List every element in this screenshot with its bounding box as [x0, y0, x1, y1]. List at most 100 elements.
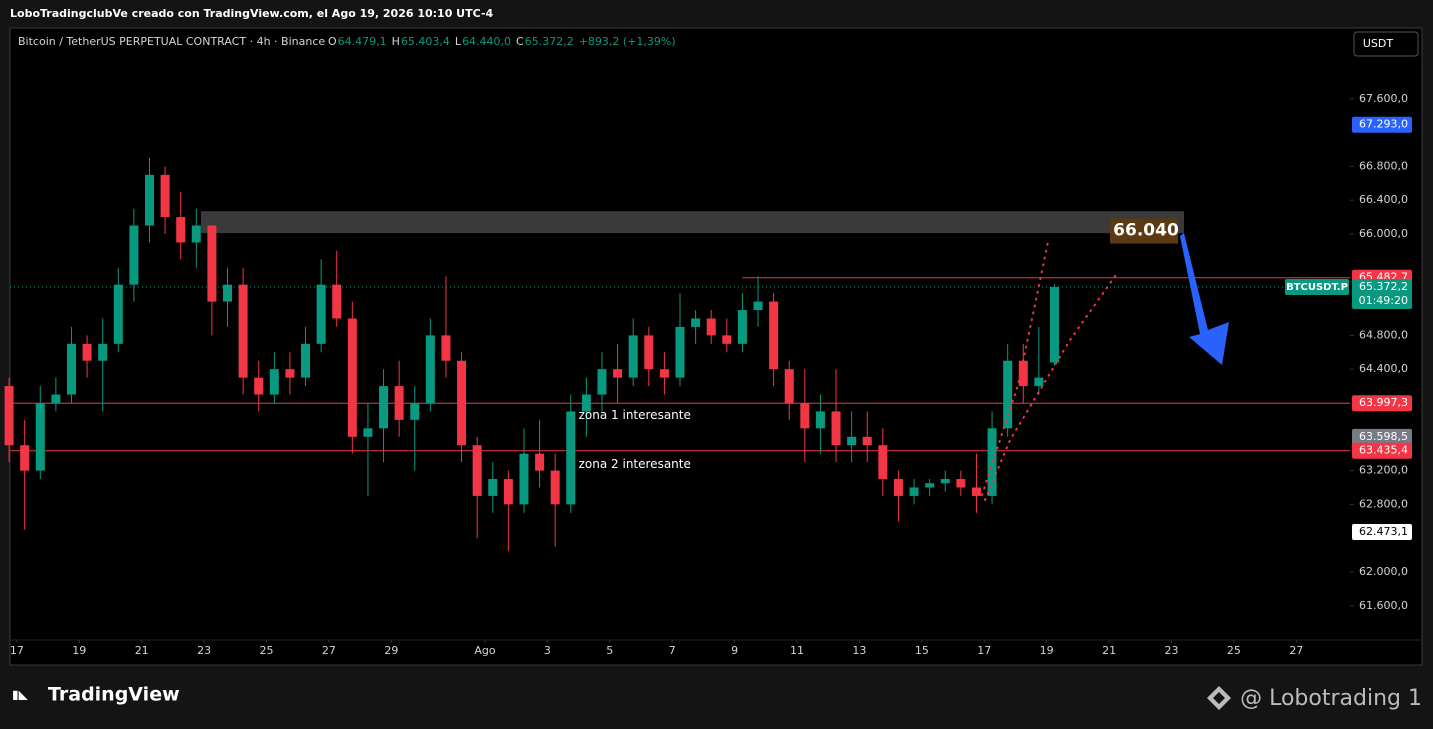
currency-button[interactable] [1353, 31, 1419, 57]
x-tick-label: 17 [10, 644, 24, 657]
candle-body [207, 225, 217, 302]
candle-body [909, 487, 919, 496]
x-tick-label: 29 [384, 644, 398, 657]
candle-body [628, 335, 638, 378]
attribution: LoboTradingclubVe creado con TradingView… [10, 7, 494, 20]
symbol-tag-box [1285, 279, 1349, 296]
candle-body [535, 453, 545, 471]
zone-tag-box [1109, 218, 1178, 244]
x-tick-label: 27 [1289, 644, 1303, 657]
price-label: 63.598,5 [1359, 430, 1408, 443]
price-label-box [1352, 395, 1412, 412]
candle-body [971, 487, 981, 496]
candle-body [1003, 360, 1013, 429]
y-tick-label: 66.400,0 [1359, 193, 1408, 206]
x-tick-label: 15 [915, 644, 929, 657]
candle-body [769, 301, 779, 370]
candle-body [800, 402, 810, 429]
candle-body [737, 310, 747, 344]
ohlc-key: H [392, 35, 400, 48]
candle-body [940, 479, 950, 484]
candle-body [893, 479, 903, 496]
candle-body [129, 225, 139, 285]
candle-body [394, 386, 404, 420]
zone-tag: 66.040 [1113, 221, 1179, 241]
candle-body [675, 326, 685, 378]
ohlc-value: 65.403,4 [401, 35, 450, 48]
candle-body [191, 225, 201, 243]
candle-body [519, 453, 529, 505]
candle-body [441, 335, 451, 361]
candle-body [176, 217, 186, 243]
candle-body [815, 411, 825, 429]
price-label-box [1352, 442, 1412, 459]
candle-body [566, 411, 576, 505]
candle-body [223, 284, 233, 302]
ohlc-change: +893,2 (+1,39%) [579, 35, 676, 48]
price-label-box [1352, 116, 1412, 133]
ohlc-key: O [328, 35, 337, 48]
candle-body [160, 174, 170, 218]
x-tick-label: 17 [977, 644, 991, 657]
price-label-box [1352, 279, 1412, 310]
candle-body [269, 369, 279, 395]
ohlc-legend: O 64.479,1 H 65.403,4 L 64.440,0 C 65.372,2 +893… [328, 35, 676, 48]
candle-body [51, 394, 61, 403]
x-tick-label: 3 [544, 644, 551, 657]
candle-body [254, 377, 264, 395]
currency[interactable]: USDT [1363, 37, 1394, 50]
candle-body [144, 174, 154, 226]
watermark-icon [1207, 686, 1231, 710]
x-tick-label: 23 [1164, 644, 1178, 657]
candle-body [301, 343, 311, 378]
y-tick-label: 62.800,0 [1359, 497, 1408, 510]
x-tick-label: Ago [474, 644, 496, 657]
price-label: 63.435,4 [1359, 444, 1408, 457]
candle-body [597, 369, 607, 395]
candle-body [82, 343, 92, 361]
x-tick-label: 23 [197, 644, 211, 657]
candle-body [691, 318, 701, 327]
y-tick-label: 64.400,0 [1359, 362, 1408, 375]
candle-body [332, 284, 342, 319]
plot: 67.600,0 66.800,0 66.400,0 66.000,0 64.800,0… [4, 92, 1412, 657]
candle-body [4, 386, 14, 446]
price-label-box [1352, 428, 1412, 445]
candle-body [379, 386, 389, 429]
candle-body [113, 284, 123, 344]
candle-body [363, 428, 373, 437]
y-tick-label: 62.000,0 [1359, 565, 1408, 578]
candle-body [503, 479, 513, 505]
zone [200, 211, 1184, 234]
ohlc-key: C [516, 35, 524, 48]
candle-body [1049, 287, 1059, 363]
symbol-tag: BTCUSDT.P [1286, 282, 1348, 293]
logo: TradingView [48, 684, 180, 706]
x-tick-label: 27 [322, 644, 336, 657]
x-tick-label: 21 [1102, 644, 1116, 657]
watermark: @ Lobotrading 1 [1240, 686, 1422, 711]
ohlc-value: 64.479,1 [338, 35, 387, 48]
candle-body [706, 318, 716, 336]
x-tick-label: 11 [790, 644, 804, 657]
candle-body [472, 445, 482, 496]
candle-body [847, 436, 857, 446]
countdown: 01:49:20 [1359, 294, 1408, 307]
x-tick-label: 9 [731, 644, 738, 657]
ohlc-key: L [455, 35, 462, 48]
x-tick-label: 7 [669, 644, 676, 657]
ohlc-value: 65.372,2 [525, 35, 574, 48]
channel-lower [984, 271, 1119, 501]
candle-body [285, 369, 295, 378]
candle-body [488, 479, 498, 496]
candle-body [878, 445, 888, 480]
price-label: 67.293,0 [1359, 118, 1408, 131]
candle-body [238, 284, 248, 378]
ohlc-value: 64.440,0 [462, 35, 511, 48]
y-tick-label: 66.000,0 [1359, 227, 1408, 240]
symbol: Bitcoin / TetherUS PERPETUAL CONTRACT · … [18, 35, 325, 48]
candle-body [925, 483, 935, 488]
candle-body [410, 402, 420, 420]
